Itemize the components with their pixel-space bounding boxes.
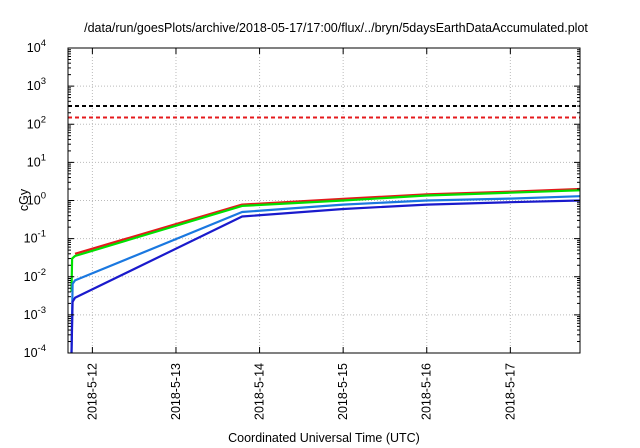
series-group <box>70 187 581 354</box>
y-tick-label: 10-3 <box>24 305 46 322</box>
x-axis-label: Coordinated Universal Time (UTC) <box>228 431 420 445</box>
y-tick-label: 10-2 <box>24 267 46 284</box>
y-tick-label: 10-1 <box>24 229 46 246</box>
x-tick-label: 2018-5-13 <box>169 363 183 420</box>
y-tick-label: 104 <box>27 38 46 55</box>
x-tick-label: 2018-5-12 <box>85 363 99 420</box>
x-tick-label: 2018-5-15 <box>336 363 350 420</box>
y-tick-label: 101 <box>27 152 46 169</box>
y-tick-label: 103 <box>27 76 46 93</box>
x-tick-label: 2018-5-17 <box>503 363 517 420</box>
series-line <box>70 199 581 354</box>
x-tick-label: 2018-5-14 <box>253 363 267 420</box>
y-tick-label: 102 <box>27 114 46 131</box>
reference-lines <box>68 105 580 119</box>
series-line <box>70 189 581 292</box>
x-axis-ticks: 2018-5-12 2018-5-13 2018-5-14 2018-5-15 2018… <box>85 48 517 420</box>
y-axis-label: cGy <box>17 188 31 211</box>
y-tick-label: 10-4 <box>24 343 46 360</box>
series-line <box>70 195 581 354</box>
x-tick-label: 2018-5-16 <box>420 363 434 420</box>
chart-title: /data/run/goesPlots/archive/2018-05-17/1… <box>84 21 588 35</box>
